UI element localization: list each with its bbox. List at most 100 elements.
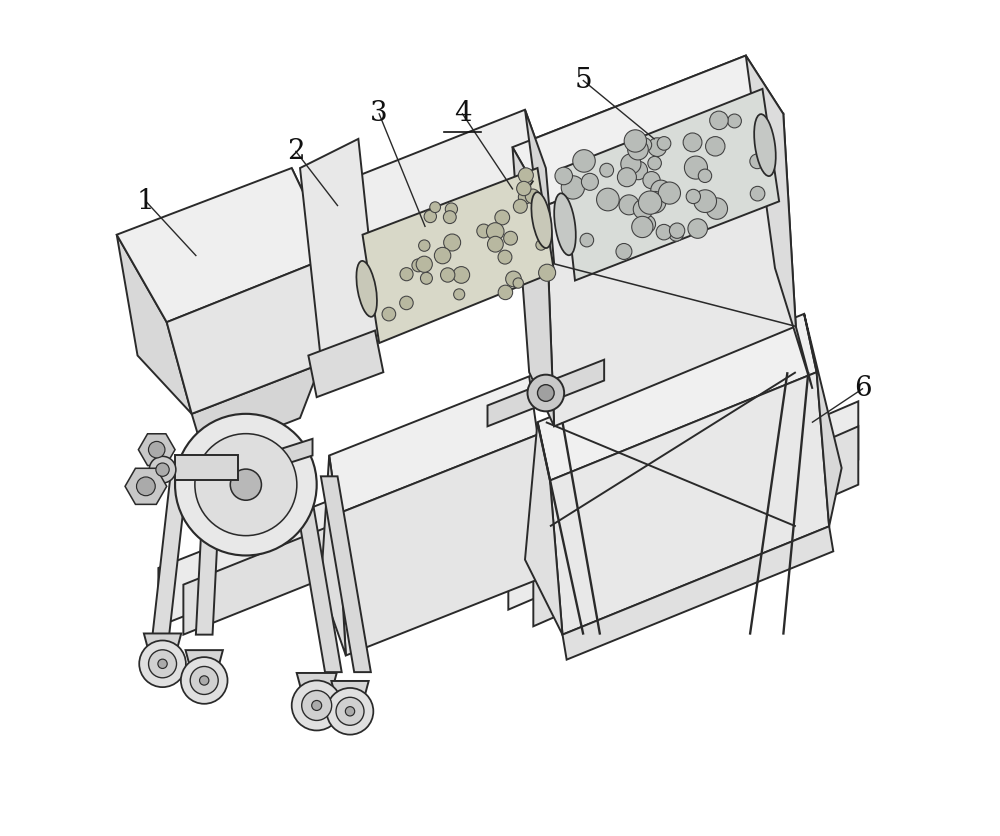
Circle shape xyxy=(149,456,176,483)
Circle shape xyxy=(648,156,661,170)
Polygon shape xyxy=(153,472,188,635)
Circle shape xyxy=(683,133,702,152)
Circle shape xyxy=(190,666,218,695)
Polygon shape xyxy=(488,359,604,426)
Circle shape xyxy=(573,150,595,172)
Circle shape xyxy=(195,434,297,536)
Polygon shape xyxy=(196,472,221,635)
Circle shape xyxy=(148,441,165,458)
Circle shape xyxy=(327,688,373,735)
Polygon shape xyxy=(363,168,554,343)
Circle shape xyxy=(434,247,451,264)
Polygon shape xyxy=(325,189,354,343)
Polygon shape xyxy=(138,434,175,466)
Circle shape xyxy=(518,168,533,183)
Circle shape xyxy=(710,111,728,130)
Circle shape xyxy=(230,469,261,500)
Circle shape xyxy=(156,463,169,477)
Polygon shape xyxy=(562,89,779,281)
Circle shape xyxy=(706,198,728,219)
Polygon shape xyxy=(175,456,238,481)
Polygon shape xyxy=(117,168,333,322)
Circle shape xyxy=(750,186,765,201)
Circle shape xyxy=(137,477,155,496)
Circle shape xyxy=(504,232,517,245)
Circle shape xyxy=(728,114,741,128)
Polygon shape xyxy=(321,456,346,655)
Circle shape xyxy=(537,385,554,401)
Polygon shape xyxy=(525,422,562,635)
Polygon shape xyxy=(221,439,313,485)
Polygon shape xyxy=(300,139,379,359)
Circle shape xyxy=(486,222,504,240)
Polygon shape xyxy=(537,314,817,481)
Polygon shape xyxy=(308,330,383,397)
Circle shape xyxy=(495,210,510,225)
Text: 1: 1 xyxy=(137,188,155,215)
Circle shape xyxy=(629,161,648,180)
Circle shape xyxy=(669,223,685,238)
Circle shape xyxy=(561,176,585,199)
Circle shape xyxy=(400,268,413,281)
Polygon shape xyxy=(512,55,775,268)
Polygon shape xyxy=(292,477,342,672)
Circle shape xyxy=(513,278,523,288)
Circle shape xyxy=(600,163,614,177)
Polygon shape xyxy=(331,681,369,702)
Circle shape xyxy=(454,288,465,300)
Circle shape xyxy=(158,659,167,669)
Circle shape xyxy=(638,215,656,233)
Polygon shape xyxy=(512,147,554,426)
Polygon shape xyxy=(283,168,333,364)
Circle shape xyxy=(643,171,660,189)
Ellipse shape xyxy=(356,261,377,317)
Polygon shape xyxy=(183,468,475,635)
Polygon shape xyxy=(338,435,546,655)
Circle shape xyxy=(617,168,636,186)
Circle shape xyxy=(498,285,513,299)
Circle shape xyxy=(412,259,425,272)
Circle shape xyxy=(638,191,662,214)
Polygon shape xyxy=(329,376,537,514)
Circle shape xyxy=(621,154,641,174)
Circle shape xyxy=(684,156,707,179)
Circle shape xyxy=(443,211,456,223)
Circle shape xyxy=(302,691,332,721)
Circle shape xyxy=(750,154,765,169)
Circle shape xyxy=(638,138,652,152)
Circle shape xyxy=(498,250,512,264)
Circle shape xyxy=(527,375,564,411)
Circle shape xyxy=(441,268,455,283)
Circle shape xyxy=(200,675,209,686)
Circle shape xyxy=(345,706,355,716)
Circle shape xyxy=(581,173,598,191)
Circle shape xyxy=(424,210,436,222)
Circle shape xyxy=(539,264,556,281)
Circle shape xyxy=(518,191,532,204)
Ellipse shape xyxy=(554,193,576,255)
Circle shape xyxy=(477,224,491,238)
Circle shape xyxy=(536,240,546,250)
Circle shape xyxy=(555,167,572,185)
Text: 6: 6 xyxy=(854,375,871,402)
Ellipse shape xyxy=(754,115,776,176)
Polygon shape xyxy=(117,235,192,414)
Circle shape xyxy=(658,182,680,204)
Polygon shape xyxy=(125,468,167,504)
Polygon shape xyxy=(297,673,337,696)
Polygon shape xyxy=(804,314,842,527)
Circle shape xyxy=(312,701,322,711)
Circle shape xyxy=(633,200,653,219)
Polygon shape xyxy=(167,256,333,414)
Circle shape xyxy=(694,190,717,212)
Polygon shape xyxy=(525,110,554,264)
Polygon shape xyxy=(533,426,858,626)
Circle shape xyxy=(445,203,458,215)
Circle shape xyxy=(706,136,725,156)
Polygon shape xyxy=(346,168,554,343)
Polygon shape xyxy=(192,364,321,456)
Polygon shape xyxy=(550,372,829,635)
Circle shape xyxy=(525,189,540,204)
Circle shape xyxy=(619,195,639,215)
Circle shape xyxy=(648,138,667,156)
